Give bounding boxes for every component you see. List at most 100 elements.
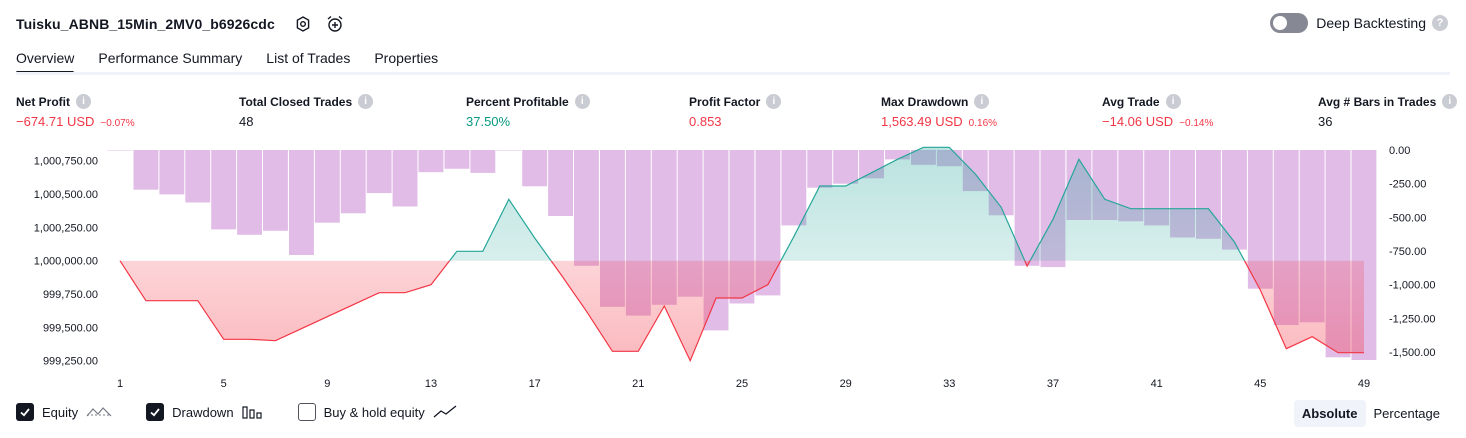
buy-hold-checkbox[interactable]: [297, 403, 316, 421]
metric-avg-trade: Avg Trade i −14.06 USD −0.14%: [1102, 94, 1213, 129]
equity-chart[interactable]: 1,000,750.00 1,000,500.00 1,000,250.00 1,00…: [0, 140, 1466, 398]
drawdown-bar: [237, 150, 262, 235]
equity-line-negative: [119, 260, 1364, 363]
drawdown-bar: [522, 150, 548, 187]
x-axis-tick-label: 17: [529, 378, 541, 390]
add-alert-icon[interactable]: [325, 14, 345, 34]
metric-value: 0.853: [689, 114, 722, 129]
help-icon[interactable]: ?: [1432, 15, 1448, 31]
x-axis-tick-label: 25: [736, 378, 748, 390]
x-axis-tick-label: 9: [324, 378, 330, 390]
left-axis-tick-label: 1,000,250.00: [34, 222, 98, 234]
x-axis-tick-label: 49: [1358, 378, 1370, 390]
drawdown-bar: [263, 150, 288, 231]
left-axis-tick-label: 999,250.00: [43, 356, 98, 368]
strategy-header: Tuisku_ABNB_15Min_2MV0_b6926cdc: [16, 12, 345, 36]
tab-properties[interactable]: Properties: [374, 50, 439, 66]
tab-bar: Overview Performance Summary List of Tra…: [16, 46, 462, 74]
legend-equity[interactable]: Equity: [16, 403, 112, 421]
right-axis-tick-label: -1,500.00: [1389, 347, 1435, 359]
metric-percent: −0.14%: [1179, 118, 1214, 129]
tab-performance-summary[interactable]: Performance Summary: [98, 50, 243, 66]
deep-backtesting-label: Deep Backtesting: [1316, 15, 1426, 31]
left-axis-tick-label: 999,750.00: [43, 289, 98, 301]
drawdown-bars-icon: [241, 405, 264, 419]
buy-hold-line-icon: [433, 405, 457, 419]
drawdown-bar: [885, 150, 910, 160]
right-axis: 0.00 -250.00 -500.00 -750.00 -1,000.00 -1,250…: [1389, 145, 1435, 359]
chart-legend: Equity Drawdown Buy & hold equity: [16, 403, 491, 421]
info-icon[interactable]: i: [358, 94, 374, 109]
x-axis-tick-label: 45: [1254, 378, 1266, 390]
equity-area-negative: [120, 260, 1364, 361]
legend-label: Drawdown: [172, 404, 234, 420]
right-axis-tick-label: 0.00: [1389, 145, 1410, 157]
metric-percent: −0.07%: [100, 118, 135, 129]
absolute-button[interactable]: Absolute: [1293, 400, 1366, 427]
metric-label: Profit Factor: [689, 94, 761, 109]
info-icon[interactable]: i: [766, 94, 782, 109]
equity-checkbox[interactable]: [16, 403, 34, 421]
drawdown-bar: [833, 150, 859, 184]
deep-backtesting-toggle[interactable]: [1270, 13, 1309, 33]
drawdown-bar: [444, 150, 470, 169]
strategy-title: Tuisku_ABNB_15Min_2MV0_b6926cdc: [16, 16, 275, 32]
x-axis-tick-label: 37: [1047, 378, 1059, 390]
drawdown-bar: [496, 150, 522, 151]
metric-percent-profitable: Percent Profitable i 37.50%: [466, 94, 590, 129]
left-axis-tick-label: 999,500.00: [43, 322, 98, 334]
x-axis-tick-label: 29: [840, 378, 852, 390]
legend-buy-hold[interactable]: Buy & hold equity: [297, 403, 457, 421]
x-axis-tick-label: 1: [117, 378, 123, 390]
metric-value: −674.71 USD: [16, 114, 95, 129]
drawdown-bar: [781, 150, 807, 226]
right-axis-tick-label: -1,250.00: [1389, 313, 1435, 325]
metric-value: 37.50%: [466, 114, 511, 129]
metric-value: −14.06 USD: [1102, 114, 1174, 129]
metric-value: 48: [239, 114, 254, 129]
info-icon[interactable]: i: [76, 94, 91, 109]
right-axis-tick-label: -750.00: [1389, 246, 1426, 258]
left-axis-tick-label: 1,000,750.00: [34, 156, 98, 168]
info-icon[interactable]: i: [1442, 94, 1458, 109]
left-axis: 1,000,750.00 1,000,500.00 1,000,250.00 1,00…: [34, 156, 98, 368]
legend-drawdown[interactable]: Drawdown: [146, 403, 263, 421]
info-icon[interactable]: i: [974, 94, 990, 109]
legend-label: Equity: [42, 404, 79, 420]
metric-value: 1,563.49 USD: [881, 114, 963, 129]
x-axis: 1 5 9 13 17 21 25 29 33 37 41 45 49: [117, 378, 1370, 390]
drawdown-checkbox[interactable]: [146, 403, 165, 421]
x-axis-tick-label: 33: [943, 378, 955, 390]
drawdown-bar: [340, 150, 366, 214]
right-axis-tick-label: -1,000.00: [1389, 280, 1435, 292]
metric-avg-bars: Avg # Bars in Trades i 36: [1318, 94, 1458, 129]
equity-line: [119, 146, 1364, 363]
metric-net-profit: Net Profit i −674.71 USD −0.07%: [16, 94, 135, 129]
drawdown-bar: [392, 150, 418, 207]
tab-divider: [16, 72, 1450, 75]
metric-label: Avg # Bars in Trades: [1318, 94, 1437, 109]
left-axis-tick-label: 1,000,000.00: [34, 256, 98, 268]
tab-overview[interactable]: Overview: [16, 46, 75, 74]
drawdown-bar: [418, 150, 444, 173]
drawdown-bar: [133, 150, 159, 190]
drawdown-bar: [574, 150, 599, 266]
metric-value: 36: [1318, 114, 1333, 129]
toggle-knob: [1273, 16, 1288, 30]
x-axis-tick-label: 5: [221, 378, 227, 390]
settings-icon[interactable]: [293, 14, 313, 34]
info-icon[interactable]: i: [574, 94, 590, 109]
deep-backtesting: Deep Backtesting ?: [1270, 13, 1448, 33]
right-axis-tick-label: -250.00: [1389, 179, 1426, 191]
percentage-button[interactable]: Percentage: [1373, 406, 1441, 421]
metric-max-drawdown: Max Drawdown i 1,563.49 USD 0.16%: [881, 94, 997, 129]
tab-list-of-trades[interactable]: List of Trades: [266, 50, 351, 66]
metric-label: Total Closed Trades: [239, 94, 353, 109]
x-axis-tick-label: 41: [1151, 378, 1163, 390]
x-axis-tick-label: 13: [425, 378, 437, 390]
metric-percent: 0.16%: [968, 118, 998, 129]
metric-total-closed-trades: Total Closed Trades i 48: [239, 94, 374, 129]
metric-profit-factor: Profit Factor i 0.853: [689, 94, 782, 129]
metric-label: Max Drawdown: [881, 94, 969, 109]
info-icon[interactable]: i: [1165, 94, 1181, 109]
